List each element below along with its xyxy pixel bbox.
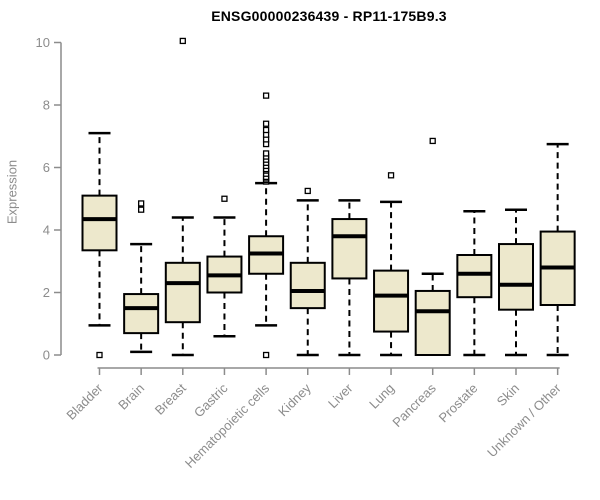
outlier-hematopoietic-cells — [262, 120, 270, 127]
box-kidney — [289, 261, 326, 310]
x-tick-label-prostate: Prostate — [436, 381, 481, 426]
x-tick-label-brain: Brain — [115, 381, 147, 413]
box-brain — [123, 293, 160, 335]
y-tick-label: 4 — [43, 223, 50, 238]
box-skin — [498, 243, 534, 311]
y-tick-label: 0 — [43, 348, 50, 363]
box-pancreas — [414, 289, 451, 356]
outlier-breast — [179, 37, 186, 45]
outlier-bladder — [96, 351, 103, 359]
outlier-brain — [137, 200, 145, 207]
x-tick-label-pancreas: Pancreas — [389, 380, 439, 430]
x-tick-label-skin: Skin — [494, 381, 522, 409]
outlier-hematopoietic-cells — [262, 92, 270, 99]
y-tick-label: 6 — [43, 160, 50, 175]
outlier-hematopoietic-cells — [262, 126, 270, 134]
outlier-pancreas — [429, 137, 436, 145]
box-prostate — [456, 254, 493, 299]
box-liver — [331, 218, 368, 280]
x-tick-label-breast: Breast — [152, 380, 189, 417]
outlier-gastric — [221, 195, 228, 202]
outlier-kidney — [304, 187, 311, 195]
x-tick-label-bladder: Bladder — [63, 380, 106, 423]
outlier-brain — [137, 206, 145, 213]
outlier-hematopoietic-cells — [262, 351, 270, 359]
chart-title: ENSG00000236439 - RP11-175B9.3 — [211, 8, 447, 24]
box-breast — [164, 261, 201, 324]
y-tick-label: 2 — [43, 285, 50, 300]
box-lung — [373, 269, 410, 333]
box-bladder — [81, 194, 118, 252]
outlier-lung — [387, 172, 395, 179]
x-tick-label-unknown-other: Unknown / Other — [484, 380, 564, 460]
y-tick-label: 10 — [36, 35, 50, 50]
x-tick-label-gastric: Gastric — [191, 380, 231, 420]
x-tick-label-liver: Liver — [325, 380, 356, 411]
x-tick-label-kidney: Kidney — [275, 380, 314, 419]
x-tick-label-lung: Lung — [366, 381, 397, 412]
outlier-hematopoietic-cells — [262, 150, 270, 157]
y-tick-label: 8 — [43, 98, 50, 113]
